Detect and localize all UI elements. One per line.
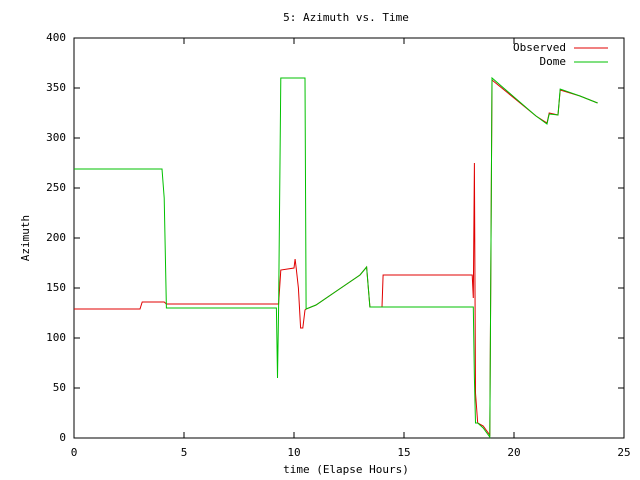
x-tick-label: 10 xyxy=(287,446,300,459)
y-tick-label: 0 xyxy=(59,431,66,444)
x-tick-label: 0 xyxy=(71,446,78,459)
y-tick-label: 400 xyxy=(46,31,66,44)
y-tick-label: 100 xyxy=(46,331,66,344)
x-tick-label: 20 xyxy=(507,446,520,459)
legend-label: Dome xyxy=(540,55,567,68)
y-tick-label: 250 xyxy=(46,181,66,194)
y-tick-label: 200 xyxy=(46,231,66,244)
y-tick-label: 350 xyxy=(46,81,66,94)
series-line xyxy=(74,76,598,439)
y-tick-label: 50 xyxy=(53,381,66,394)
x-axis-label: time (Elapse Hours) xyxy=(283,463,409,476)
y-tick-label: 300 xyxy=(46,131,66,144)
y-tick-label: 150 xyxy=(46,281,66,294)
y-axis-label: Azimuth xyxy=(19,215,32,261)
chart-title: 5: Azimuth vs. Time xyxy=(283,11,409,24)
x-tick-label: 5 xyxy=(181,446,188,459)
x-tick-label: 15 xyxy=(397,446,410,459)
legend-label: Observed xyxy=(513,41,566,54)
x-tick-label: 25 xyxy=(617,446,630,459)
